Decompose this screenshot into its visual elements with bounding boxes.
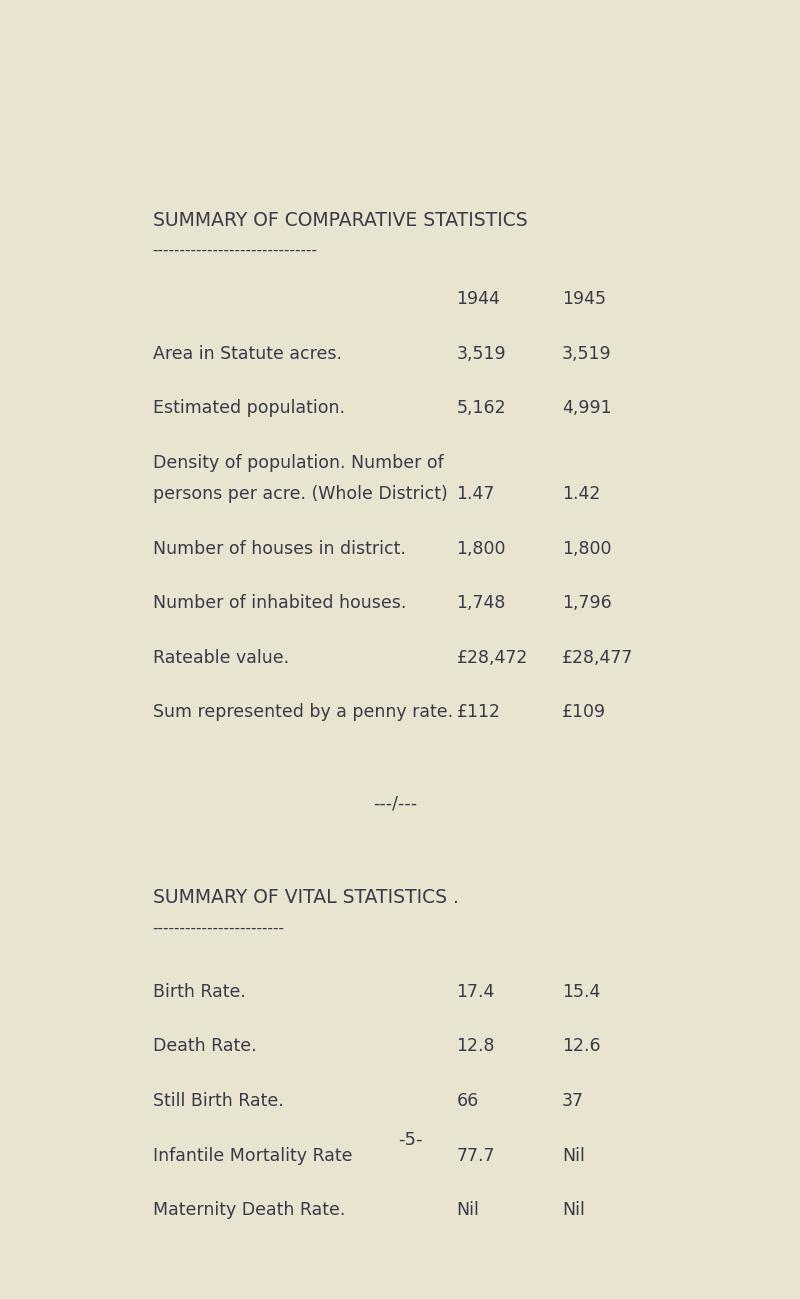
Text: 1.42: 1.42 xyxy=(562,485,600,503)
Text: Number of inhabited houses.: Number of inhabited houses. xyxy=(153,594,406,612)
Text: 77.7: 77.7 xyxy=(457,1147,495,1165)
Text: Infantile Mortality Rate: Infantile Mortality Rate xyxy=(153,1147,352,1165)
Text: Area in Statute acres.: Area in Statute acres. xyxy=(153,344,342,362)
Text: £28,472: £28,472 xyxy=(457,648,528,666)
Text: 1944: 1944 xyxy=(457,290,500,308)
Text: £28,477: £28,477 xyxy=(562,648,634,666)
Text: 1945: 1945 xyxy=(562,290,606,308)
Text: 1.47: 1.47 xyxy=(457,485,495,503)
Text: 12.8: 12.8 xyxy=(457,1038,495,1055)
Text: Still Birth Rate.: Still Birth Rate. xyxy=(153,1092,283,1109)
Text: 15.4: 15.4 xyxy=(562,983,600,1000)
Text: ---/---: ---/--- xyxy=(373,795,417,812)
Text: 3,519: 3,519 xyxy=(562,344,611,362)
Text: Sum represented by a penny rate.: Sum represented by a penny rate. xyxy=(153,704,453,721)
Text: 1,800: 1,800 xyxy=(457,539,506,557)
Text: Density of population. Number of: Density of population. Number of xyxy=(153,453,443,472)
Text: 4,991: 4,991 xyxy=(562,399,611,417)
Text: 5,162: 5,162 xyxy=(457,399,506,417)
Text: Nil: Nil xyxy=(457,1202,479,1220)
Text: 66: 66 xyxy=(457,1092,478,1109)
Text: 1,748: 1,748 xyxy=(457,594,506,612)
Text: 37: 37 xyxy=(562,1092,584,1109)
Text: ------------------------: ------------------------ xyxy=(153,920,285,935)
Text: Rateable value.: Rateable value. xyxy=(153,648,289,666)
Text: Nil: Nil xyxy=(562,1202,585,1220)
Text: SUMMARY OF VITAL STATISTICS .: SUMMARY OF VITAL STATISTICS . xyxy=(153,889,458,907)
Text: 1,796: 1,796 xyxy=(562,594,612,612)
Text: Birth Rate.: Birth Rate. xyxy=(153,983,246,1000)
Text: ------------------------------: ------------------------------ xyxy=(153,243,318,259)
Text: Number of houses in district.: Number of houses in district. xyxy=(153,539,406,557)
Text: Death Rate.: Death Rate. xyxy=(153,1038,256,1055)
Text: -5-: -5- xyxy=(398,1131,422,1150)
Text: £112: £112 xyxy=(457,704,501,721)
Text: 17.4: 17.4 xyxy=(457,983,495,1000)
Text: 12.6: 12.6 xyxy=(562,1038,601,1055)
Text: Maternity Death Rate.: Maternity Death Rate. xyxy=(153,1202,345,1220)
Text: 3,519: 3,519 xyxy=(457,344,506,362)
Text: SUMMARY OF COMPARATIVE STATISTICS: SUMMARY OF COMPARATIVE STATISTICS xyxy=(153,210,527,230)
Text: Estimated population.: Estimated population. xyxy=(153,399,345,417)
Text: £109: £109 xyxy=(562,704,606,721)
Text: 1,800: 1,800 xyxy=(562,539,611,557)
Text: Nil: Nil xyxy=(562,1147,585,1165)
Text: persons per acre. (Whole District): persons per acre. (Whole District) xyxy=(153,485,447,503)
